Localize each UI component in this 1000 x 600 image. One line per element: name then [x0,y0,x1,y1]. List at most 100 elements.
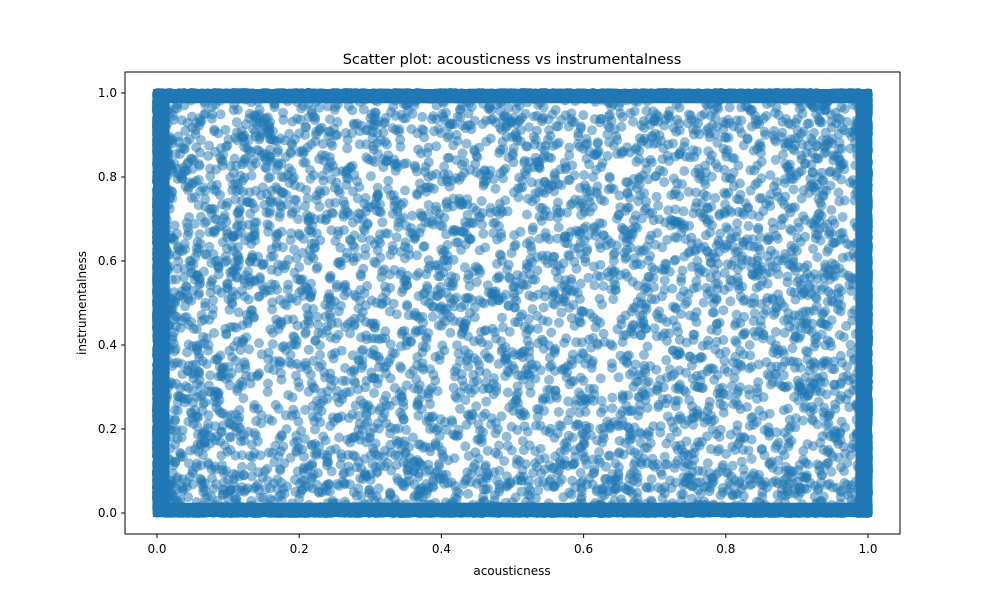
scatter-point [230,355,241,366]
scatter-point [757,491,768,502]
scatter-point [162,263,173,274]
scatter-point [653,482,664,493]
scatter-point [411,250,422,261]
scatter-point [162,145,173,156]
scatter-point [703,146,714,157]
scatter-point [169,220,180,231]
scatter-point [308,355,319,366]
scatter-point [339,290,350,301]
scatter-point [852,221,863,232]
scatter-point [269,457,280,468]
scatter-point [674,102,685,113]
scatter-point [457,148,468,159]
scatter-point [318,88,329,99]
scatter-point [221,141,232,152]
scatter-point [166,294,177,305]
scatter-point [356,491,367,502]
scatter-point [522,426,533,437]
scatter-point [460,441,471,452]
scatter-point [642,96,653,107]
scatter-point [863,120,873,131]
scatter-point [303,88,314,98]
scatter-point [784,88,795,98]
scatter-point [602,151,613,161]
scatter-point [358,104,369,115]
scatter-point [499,456,510,466]
scatter-point [262,386,273,397]
scatter-point [152,384,162,394]
scatter-point [706,507,717,517]
scatter-point [197,476,208,487]
scatter-point [306,472,317,483]
scatter-point [295,182,306,193]
scatter-point [552,233,563,244]
scatter-point [358,263,369,274]
scatter-point [317,138,328,149]
scatter-point [246,461,257,472]
scatter-point [303,344,314,355]
scatter-point [497,136,508,147]
scatter-point [691,317,702,327]
scatter-point [178,272,189,283]
scatter-point [339,503,350,514]
scatter-point [721,222,732,233]
scatter-point [826,315,837,326]
scatter-point [772,498,783,509]
scatter-point [604,171,615,182]
scatter-point [834,330,845,340]
scatter-point [703,335,714,346]
scatter-point [863,338,873,349]
scatter-point [615,350,626,361]
scatter-point [447,417,458,428]
scatter-point [286,88,297,99]
scatter-point [176,359,187,370]
scatter-point [369,107,380,118]
scatter-point [180,301,190,312]
scatter-point [474,507,485,518]
scatter-point [646,474,657,485]
scatter-point [361,375,372,386]
scatter-point [204,241,215,252]
scatter-point [731,337,742,348]
scatter-point [645,88,656,99]
scatter-point [278,107,288,118]
scatter-point [842,238,853,249]
scatter-point [589,94,600,105]
scatter-point [833,283,844,294]
scatter-point [166,304,177,315]
scatter-point [839,195,850,206]
scatter-point [592,138,603,149]
scatter-point [653,200,664,211]
scatter-point [522,209,532,220]
scatter-point [596,395,607,406]
scatter-point [267,304,278,315]
scatter-point [679,166,690,177]
scatter-point [812,252,823,263]
scatter-point [471,478,482,489]
scatter-point [503,259,514,270]
scatter-point [679,137,690,148]
scatter-point [208,295,219,306]
scatter-point [152,135,163,146]
scatter-point [200,194,211,205]
scatter-point [800,346,811,356]
scatter-point [506,445,517,456]
scatter-point [857,166,868,176]
scatter-point [835,379,846,390]
scatter-point [587,125,597,136]
scatter-point [224,304,235,315]
scatter-point [557,502,568,513]
scatter-point [326,137,336,148]
scatter-point [203,419,214,429]
scatter-point [191,324,202,335]
scatter-point [568,459,579,470]
scatter-point [862,157,873,168]
scatter-point [517,88,528,99]
scatter-point [165,88,176,99]
scatter-point [169,358,180,369]
scatter-point [469,302,480,313]
scatter-point [448,316,459,326]
scatter-point [778,370,789,381]
scatter-point [601,88,612,99]
scatter-point [463,488,473,499]
